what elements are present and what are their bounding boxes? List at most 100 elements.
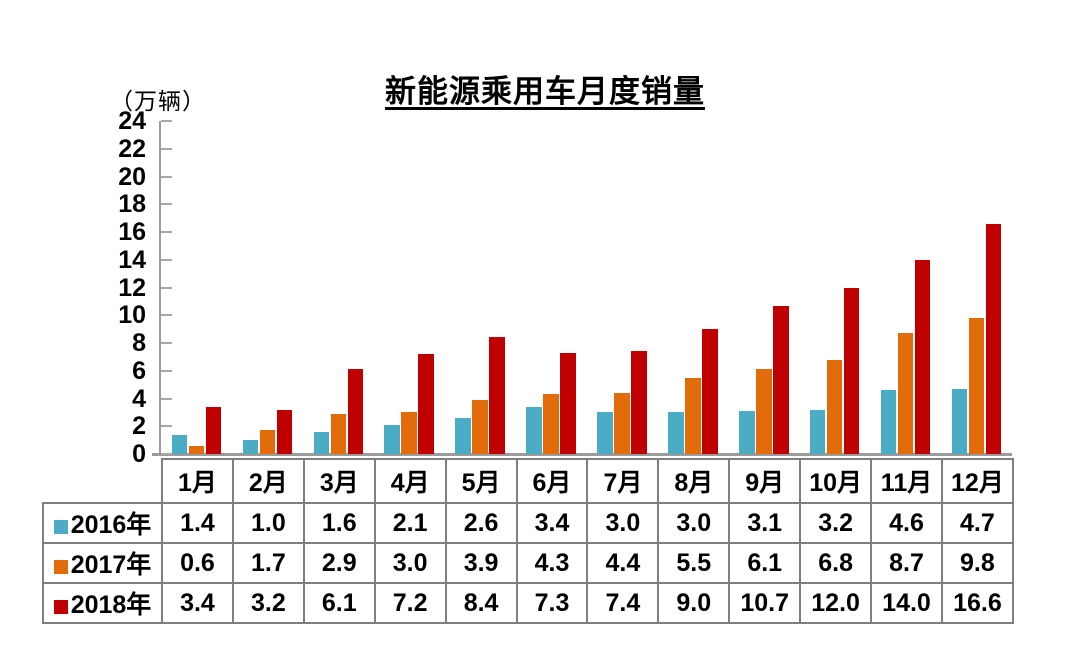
- y-axis-unit-label: （万辆）: [110, 89, 206, 114]
- bar-2016年-8月: [668, 412, 684, 454]
- legend-cell-2017年: 2017年: [42, 542, 163, 584]
- month-header-cell: 11月: [870, 458, 943, 504]
- value-cell: 1.0: [231, 502, 305, 544]
- bar-2017年-10月: [826, 359, 843, 454]
- table-header-row: 1月 2月 3月 4月 5月 6月 7月 8月 9月 10月 11月 12月: [43, 458, 1014, 504]
- y-tick-label: 20: [118, 162, 146, 191]
- y-tick-label: 24: [118, 107, 146, 135]
- value-cell: 9.8: [940, 542, 1014, 584]
- y-tick-label: 2: [132, 412, 146, 441]
- bar-group-3月: [303, 121, 374, 454]
- month-header-cell: 3月: [302, 458, 376, 504]
- bar-group-8月: [657, 121, 728, 454]
- value-cell: 3.9: [444, 542, 518, 584]
- y-tick-mark: [161, 258, 172, 261]
- y-tick-mark: [161, 314, 172, 317]
- bar-2017年-9月: [756, 369, 772, 454]
- bar-2017年-7月: [614, 392, 630, 454]
- y-tick-mark: [161, 120, 172, 122]
- y-tick-label: 6: [132, 356, 146, 385]
- bar-group-5月: [445, 121, 516, 454]
- table-row-2016年: 2016年 1.4 1.0 1.6 2.1 2.6 3.4 3.0 3.0 3.1 3.2 4.6 4.…: [42, 502, 1014, 544]
- value-cell: 12.0: [799, 582, 873, 624]
- value-cell: 7.2: [373, 582, 447, 624]
- bar-2017年-5月: [472, 399, 488, 454]
- bar-2016年-2月: [242, 440, 259, 454]
- bar-2017年-2月: [259, 430, 276, 454]
- y-tick-label: 4: [132, 384, 146, 413]
- month-header-cell: 10月: [799, 458, 873, 504]
- value-cell: 4.4: [586, 542, 660, 584]
- legend-series-name: 2017年: [70, 551, 152, 579]
- month-header-cell: 6月: [515, 458, 589, 504]
- bar-2018年-6月: [560, 352, 576, 454]
- bar-2018年-11月: [914, 259, 931, 454]
- value-cell: 6.8: [799, 542, 873, 584]
- value-cell: 3.2: [799, 502, 873, 544]
- y-tick-mark: [161, 231, 172, 233]
- y-tick-mark: [161, 147, 172, 150]
- data-table: 1月 2月 3月 4月 5月 6月 7月 8月 9月 10月 11月 12月 2016年 1.4 1.0 1.…: [42, 458, 1014, 624]
- bar-2018年-2月: [276, 409, 293, 454]
- y-tick-mark: [161, 286, 172, 289]
- bar-2018年-3月: [347, 369, 364, 454]
- bar-2018年-12月: [985, 223, 1002, 454]
- bar-2017年-11月: [897, 333, 914, 454]
- value-cell: 1.7: [231, 542, 305, 584]
- bar-2016年-6月: [526, 406, 542, 454]
- month-header-cell: 1月: [161, 458, 234, 504]
- bar-2016年-10月: [809, 409, 826, 454]
- y-tick-mark: [161, 453, 172, 455]
- bar-2017年-1月: [188, 445, 205, 454]
- value-cell: 16.6: [940, 582, 1014, 624]
- bar-group-7月: [587, 121, 658, 454]
- bar-2016年-9月: [739, 411, 755, 454]
- month-header-cell: 9月: [728, 458, 802, 504]
- value-cell: 8.7: [870, 542, 943, 584]
- y-tick-mark: [161, 203, 172, 206]
- value-cell: 9.0: [657, 582, 731, 624]
- legend-series-name: 2018年: [70, 591, 152, 619]
- x-axis-line: [152, 453, 1012, 456]
- y-tick-mark: [161, 342, 172, 344]
- bar-2016年-7月: [597, 412, 613, 454]
- bar-2016年-5月: [455, 417, 471, 454]
- legend-cell-2018年: 2018年: [42, 582, 163, 624]
- bar-group-10月: [799, 121, 870, 454]
- value-cell: 10.7: [728, 582, 802, 624]
- y-tick-label: 14: [118, 245, 146, 274]
- legend-cell-2016年: 2016年: [42, 502, 163, 544]
- value-cell: 6.1: [728, 542, 802, 584]
- value-cell: 3.4: [161, 582, 234, 624]
- value-cell: 8.4: [444, 582, 518, 624]
- bar-2018年-1月: [205, 406, 222, 454]
- bar-2017年-8月: [685, 377, 701, 454]
- y-tick-label: 18: [118, 190, 146, 219]
- bar-2018年-10月: [843, 287, 860, 454]
- y-tick-label: 22: [118, 134, 146, 163]
- value-cell: 1.4: [161, 502, 234, 544]
- y-tick-label: 0: [132, 440, 146, 468]
- table-corner-blank: [43, 459, 162, 503]
- bar-2016年-4月: [384, 424, 400, 454]
- month-header-cell: 2月: [231, 458, 305, 504]
- y-tick-mark: [161, 175, 172, 178]
- month-header-cell: 4月: [373, 458, 447, 504]
- value-cell: 14.0: [870, 582, 943, 624]
- legend-swatch-icon: [53, 560, 68, 574]
- bar-2016年-12月: [951, 388, 968, 454]
- value-cell: 2.9: [302, 542, 376, 584]
- bar-group-11月: [870, 121, 941, 454]
- value-cell: 4.6: [870, 502, 943, 544]
- value-cell: 3.1: [728, 502, 802, 544]
- legend-swatch-icon: [53, 600, 68, 614]
- bar-2016年-1月: [171, 434, 188, 454]
- y-tick-label: 12: [118, 273, 146, 302]
- bar-2018年-8月: [702, 329, 718, 454]
- y-tick-mark: [161, 397, 172, 400]
- legend-swatch-icon: [53, 520, 68, 534]
- bar-2018年-4月: [418, 354, 434, 454]
- chart-title: 新能源乘用车月度销量: [385, 74, 705, 109]
- y-tick-mark: [161, 369, 172, 372]
- value-cell: 1.6: [302, 502, 376, 544]
